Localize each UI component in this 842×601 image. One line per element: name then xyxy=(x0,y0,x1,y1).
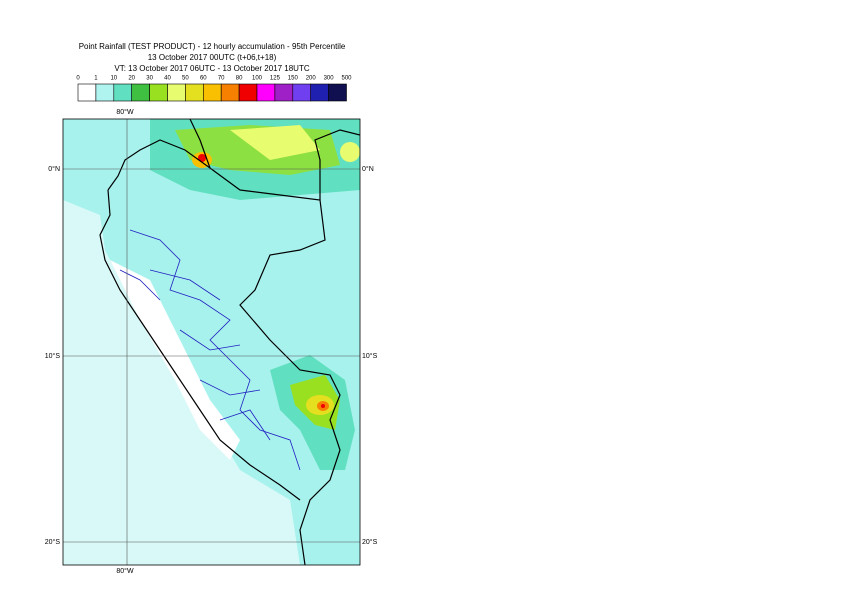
legend-box xyxy=(203,83,222,102)
lat-label: 0°N xyxy=(362,165,374,173)
legend-label: 1 xyxy=(94,76,98,82)
legend-label: 70 xyxy=(218,76,225,82)
map xyxy=(63,119,360,565)
legend-box xyxy=(167,83,186,102)
legend-label: 60 xyxy=(200,76,207,82)
lat-label: 10°S xyxy=(45,352,61,360)
legend-label: 10 xyxy=(110,76,117,82)
legend-box xyxy=(292,83,311,102)
lat-label: 0°N xyxy=(48,165,60,173)
title-line: Point Rainfall (TEST PRODUCT) - 12 hourl… xyxy=(79,42,346,51)
legend-label: 300 xyxy=(324,76,335,82)
legend-box xyxy=(113,83,133,102)
lat-label: 20°S xyxy=(362,538,378,546)
legend-box xyxy=(238,83,258,102)
legend-label: 150 xyxy=(288,76,299,82)
legend-box xyxy=(131,83,150,102)
legend-label: 200 xyxy=(306,76,317,82)
legend-box xyxy=(95,83,115,102)
legend-box xyxy=(77,83,97,102)
legend: 0 1 10 20 30 40 50 60 70 80 100 125 150 200 300 500 xyxy=(76,76,352,102)
legend-box xyxy=(185,83,204,102)
legend-box xyxy=(274,83,294,102)
lon-label: 80°W xyxy=(116,108,134,116)
legend-label: 125 xyxy=(270,76,281,82)
title-line: 13 October 2017 00UTC (t+06,t+18) xyxy=(148,53,277,62)
legend-label: 30 xyxy=(146,76,153,82)
legend-label: 0 xyxy=(76,76,80,82)
legend-box xyxy=(328,83,347,102)
legend-box xyxy=(149,83,168,102)
legend-label: 80 xyxy=(236,76,243,82)
legend-label: 100 xyxy=(252,76,263,82)
legend-box xyxy=(220,83,240,102)
lat-label: 20°S xyxy=(45,538,61,546)
legend-box xyxy=(256,83,276,102)
legend-box xyxy=(310,83,329,102)
lon-label: 80°W xyxy=(116,567,134,575)
legend-label: 20 xyxy=(128,76,135,82)
legend-label: 50 xyxy=(182,76,189,82)
legend-label: 40 xyxy=(164,76,171,82)
lat-label: 10°S xyxy=(362,352,378,360)
map-frame xyxy=(62,118,361,566)
title-line: VT: 13 October 2017 06UTC - 13 October 2… xyxy=(114,64,309,73)
legend-label: 500 xyxy=(341,76,352,82)
